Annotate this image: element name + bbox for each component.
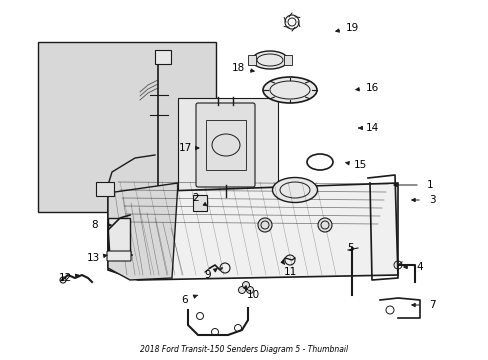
Text: 12: 12 <box>58 273 71 283</box>
Ellipse shape <box>263 77 316 103</box>
Ellipse shape <box>272 177 317 202</box>
Text: 11: 11 <box>283 267 296 277</box>
Text: 1: 1 <box>426 180 432 190</box>
Text: 3: 3 <box>428 195 434 205</box>
Text: 19: 19 <box>345 23 358 33</box>
Text: 6: 6 <box>182 295 188 305</box>
Polygon shape <box>108 183 397 280</box>
Text: 15: 15 <box>353 160 366 170</box>
Bar <box>178 98 278 210</box>
Polygon shape <box>108 183 178 280</box>
Text: 14: 14 <box>365 123 378 133</box>
Text: 9: 9 <box>204 270 211 280</box>
Bar <box>193 195 206 211</box>
FancyBboxPatch shape <box>196 103 254 187</box>
Circle shape <box>317 218 331 232</box>
Text: 4: 4 <box>416 262 423 272</box>
Text: 17: 17 <box>178 143 191 153</box>
Bar <box>284 55 291 65</box>
Circle shape <box>246 287 253 293</box>
Bar <box>155 50 171 64</box>
Bar <box>205 120 245 170</box>
Text: 18: 18 <box>231 63 244 73</box>
Bar <box>247 55 256 65</box>
Text: 16: 16 <box>365 83 378 93</box>
Text: 8: 8 <box>92 220 98 230</box>
FancyBboxPatch shape <box>107 251 131 261</box>
Circle shape <box>258 218 271 232</box>
Bar <box>38 42 216 212</box>
Text: 13: 13 <box>86 253 100 263</box>
Bar <box>96 182 114 196</box>
Circle shape <box>238 287 245 293</box>
Text: 10: 10 <box>246 290 259 300</box>
Text: 2018 Ford Transit-150 Senders Diagram 5 - Thumbnail: 2018 Ford Transit-150 Senders Diagram 5 … <box>140 346 347 355</box>
Circle shape <box>242 282 249 288</box>
Text: 5: 5 <box>346 243 353 253</box>
Text: 7: 7 <box>428 300 434 310</box>
Ellipse shape <box>251 51 287 69</box>
Bar <box>108 218 130 256</box>
Text: 2: 2 <box>192 193 199 203</box>
